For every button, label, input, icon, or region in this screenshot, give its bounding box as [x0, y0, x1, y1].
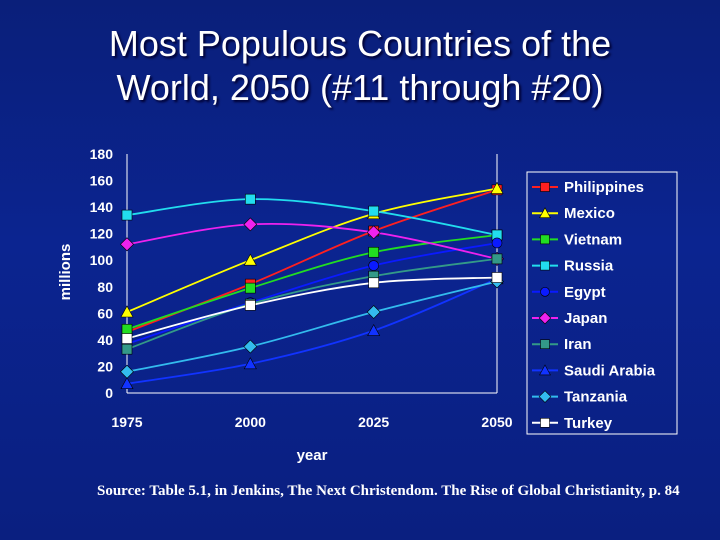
legend-box	[526, 171, 678, 435]
y-tick-label: 180	[90, 146, 114, 162]
data-point-turkey	[491, 272, 503, 283]
y-tick-label: 80	[97, 279, 113, 295]
legend-label-iran: Iran	[564, 336, 592, 353]
legend-label-saudi-arabia: Saudi Arabia	[564, 362, 656, 379]
y-axis-title: millions	[57, 244, 74, 301]
legend-marker-tanzania	[538, 390, 552, 403]
slide-title: Most Populous Countries of the World, 20…	[0, 22, 720, 110]
series-line-mexico	[126, 187, 498, 313]
data-point-vietnam	[245, 282, 256, 294]
x-axis-title: year	[297, 447, 328, 464]
data-point-mexico	[243, 253, 257, 266]
legend-marker-iran	[540, 339, 550, 350]
data-point-turkey	[121, 333, 133, 344]
data-point-turkey	[245, 300, 256, 311]
legend-label-japan: Japan	[564, 310, 607, 327]
data-point-tanzania	[243, 339, 258, 354]
legend-marker-turkey	[540, 417, 550, 428]
series-line-turkey	[126, 276, 498, 340]
legend-label-egypt: Egypt	[564, 284, 606, 301]
data-point-tanzania	[366, 305, 381, 319]
x-tick-label: 2025	[358, 414, 389, 430]
legend-marker-egypt	[540, 286, 550, 297]
y-tick-label: 160	[90, 173, 114, 189]
legend-marker-saudi-arabia	[539, 364, 551, 376]
data-point-japan	[120, 237, 134, 252]
data-point-vietnam	[121, 323, 133, 335]
series-line-tanzania	[126, 280, 498, 373]
legend-marker-mexico	[539, 207, 551, 218]
y-tick-label: 120	[90, 226, 114, 242]
series-line-iran	[126, 258, 498, 351]
data-point-saudi-arabia	[120, 377, 134, 390]
legend: Philippines Mexico Vietnam Russia Egypt Japan…	[526, 171, 678, 435]
x-tick-label: 2000	[235, 414, 266, 430]
legend-label-tanzania: Tanzania	[564, 389, 628, 406]
plot-layer: 0 20 40 60 80 100 120 140 160 180 1975 2000 2025 2050…	[57, 146, 513, 464]
title-line-2: World, 2050 (#11 through #20)	[116, 67, 604, 108]
data-point-vietnam	[368, 246, 379, 258]
y-tick-label: 20	[97, 358, 113, 374]
y-tick-label: 140	[90, 199, 114, 215]
data-point-mexico	[490, 181, 504, 194]
legend-label-turkey: Turkey	[564, 415, 613, 432]
series-line-egypt	[126, 242, 498, 345]
legend-label-mexico: Mexico	[564, 205, 615, 222]
title-line-1: Most Populous Countries of the	[108, 23, 612, 64]
data-point-russia	[245, 193, 256, 205]
data-point-saudi-arabia	[243, 357, 257, 370]
data-point-russia	[368, 205, 379, 217]
source-citation: Source: Table 5.1, in Jenkins, The Next …	[97, 483, 680, 499]
legend-label-philippines: Philippines	[564, 179, 644, 196]
legend-marker-japan	[538, 311, 552, 325]
y-tick-label: 40	[97, 332, 113, 348]
series-line-russia	[126, 198, 498, 236]
y-tick-label: 60	[97, 305, 113, 321]
data-point-iran	[491, 253, 503, 265]
series-line-saudi-arabia	[126, 277, 498, 385]
x-tick-label: 1975	[111, 414, 142, 430]
legend-label-russia: Russia	[564, 258, 614, 275]
data-point-iran	[121, 343, 133, 355]
legend-marker-philippines	[540, 182, 550, 192]
legend-marker-russia	[540, 260, 550, 271]
legend-label-vietnam: Vietnam	[564, 231, 622, 248]
y-tick-label: 100	[90, 252, 114, 268]
data-point-russia	[121, 209, 133, 221]
data-point-tanzania	[120, 364, 134, 379]
data-point-turkey	[368, 277, 379, 289]
data-point-egypt	[368, 260, 379, 271]
data-point-japan	[366, 225, 381, 240]
data-point-egypt	[491, 237, 503, 249]
data-point-mexico	[120, 305, 134, 318]
data-point-japan	[243, 217, 258, 232]
series-line-vietnam	[126, 234, 498, 331]
series-line-japan	[126, 222, 498, 260]
legend-marker-vietnam	[540, 234, 550, 245]
data-point-saudi-arabia	[367, 323, 381, 336]
x-tick-label: 2050	[481, 414, 512, 430]
y-tick-label: 0	[105, 385, 113, 401]
